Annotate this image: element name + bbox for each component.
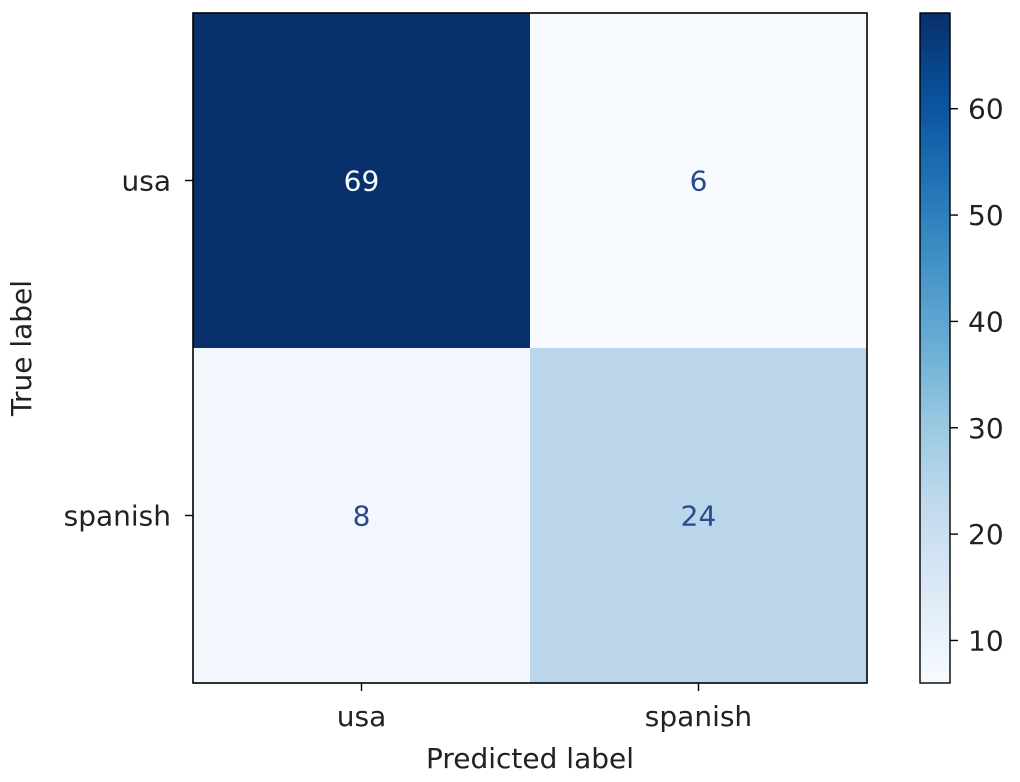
colorbar-tick-label: 30 (968, 412, 1004, 445)
heatmap-cell-spanish-usa (193, 348, 530, 683)
cell-value-labels: 69 6 8 24 (344, 165, 717, 533)
cell-value-label: 8 (353, 500, 371, 533)
heatmap-cells (193, 13, 867, 683)
heatmap-cell-usa-spanish (530, 13, 867, 348)
y-tick-label: usa (122, 165, 172, 198)
x-tick-label: spanish (645, 700, 752, 733)
heatmap-cell-spanish-spanish (530, 348, 867, 683)
colorbar-tick-label: 10 (968, 624, 1004, 657)
colorbar-tick-label: 20 (968, 518, 1004, 551)
x-axis-title: Predicted label (426, 742, 634, 775)
cell-value-label: 24 (681, 500, 717, 533)
x-tick-label: usa (337, 700, 387, 733)
cell-value-label: 6 (690, 165, 708, 198)
y-axis-ticks: usa spanish (64, 165, 193, 533)
y-axis-title: True label (5, 280, 38, 417)
colorbar-tick-label: 50 (968, 199, 1004, 232)
heatmap-cell-usa-usa (193, 13, 530, 348)
colorbar-tick-label: 60 (968, 93, 1004, 126)
colorbar-tick-label: 40 (968, 305, 1004, 338)
cell-value-label: 69 (344, 165, 380, 198)
plot-frame (192, 12, 868, 684)
y-tick-label: spanish (64, 500, 171, 533)
x-axis-ticks: usa spanish (337, 683, 752, 733)
colorbar-ticks: 10 20 30 40 50 60 (950, 93, 1004, 657)
colorbar (919, 12, 951, 684)
